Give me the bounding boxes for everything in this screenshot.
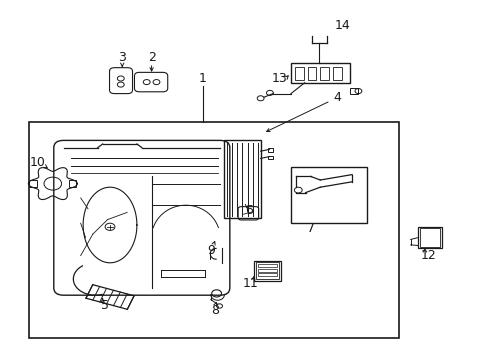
Text: 14: 14	[334, 19, 349, 32]
Bar	[290, 167, 366, 223]
Bar	[419, 228, 439, 247]
Bar	[290, 63, 349, 83]
Text: 11: 11	[243, 277, 258, 290]
Text: 12: 12	[420, 249, 435, 262]
Bar	[268, 148, 273, 152]
Bar	[332, 67, 341, 80]
Bar	[258, 269, 276, 272]
Bar	[294, 67, 303, 80]
Bar	[256, 262, 279, 279]
Bar	[224, 140, 260, 218]
Bar	[29, 122, 398, 338]
Bar	[349, 88, 358, 94]
Bar	[69, 180, 76, 187]
Text: 8: 8	[211, 304, 219, 317]
Text: 6: 6	[245, 204, 253, 217]
Bar	[258, 264, 276, 267]
Bar	[29, 180, 37, 187]
Text: 5: 5	[101, 299, 109, 312]
Bar	[258, 273, 276, 276]
Text: 1: 1	[199, 72, 206, 85]
Text: 10: 10	[30, 156, 45, 169]
Text: 9: 9	[207, 244, 215, 257]
Text: 2: 2	[147, 51, 155, 64]
Bar	[254, 261, 281, 281]
Text: 3: 3	[118, 51, 126, 64]
Text: 4: 4	[333, 91, 341, 104]
Text: 13: 13	[271, 72, 287, 85]
Bar	[307, 67, 316, 80]
Bar	[268, 156, 273, 159]
Bar	[417, 227, 441, 248]
Text: 7: 7	[307, 222, 315, 235]
Bar	[320, 67, 328, 80]
